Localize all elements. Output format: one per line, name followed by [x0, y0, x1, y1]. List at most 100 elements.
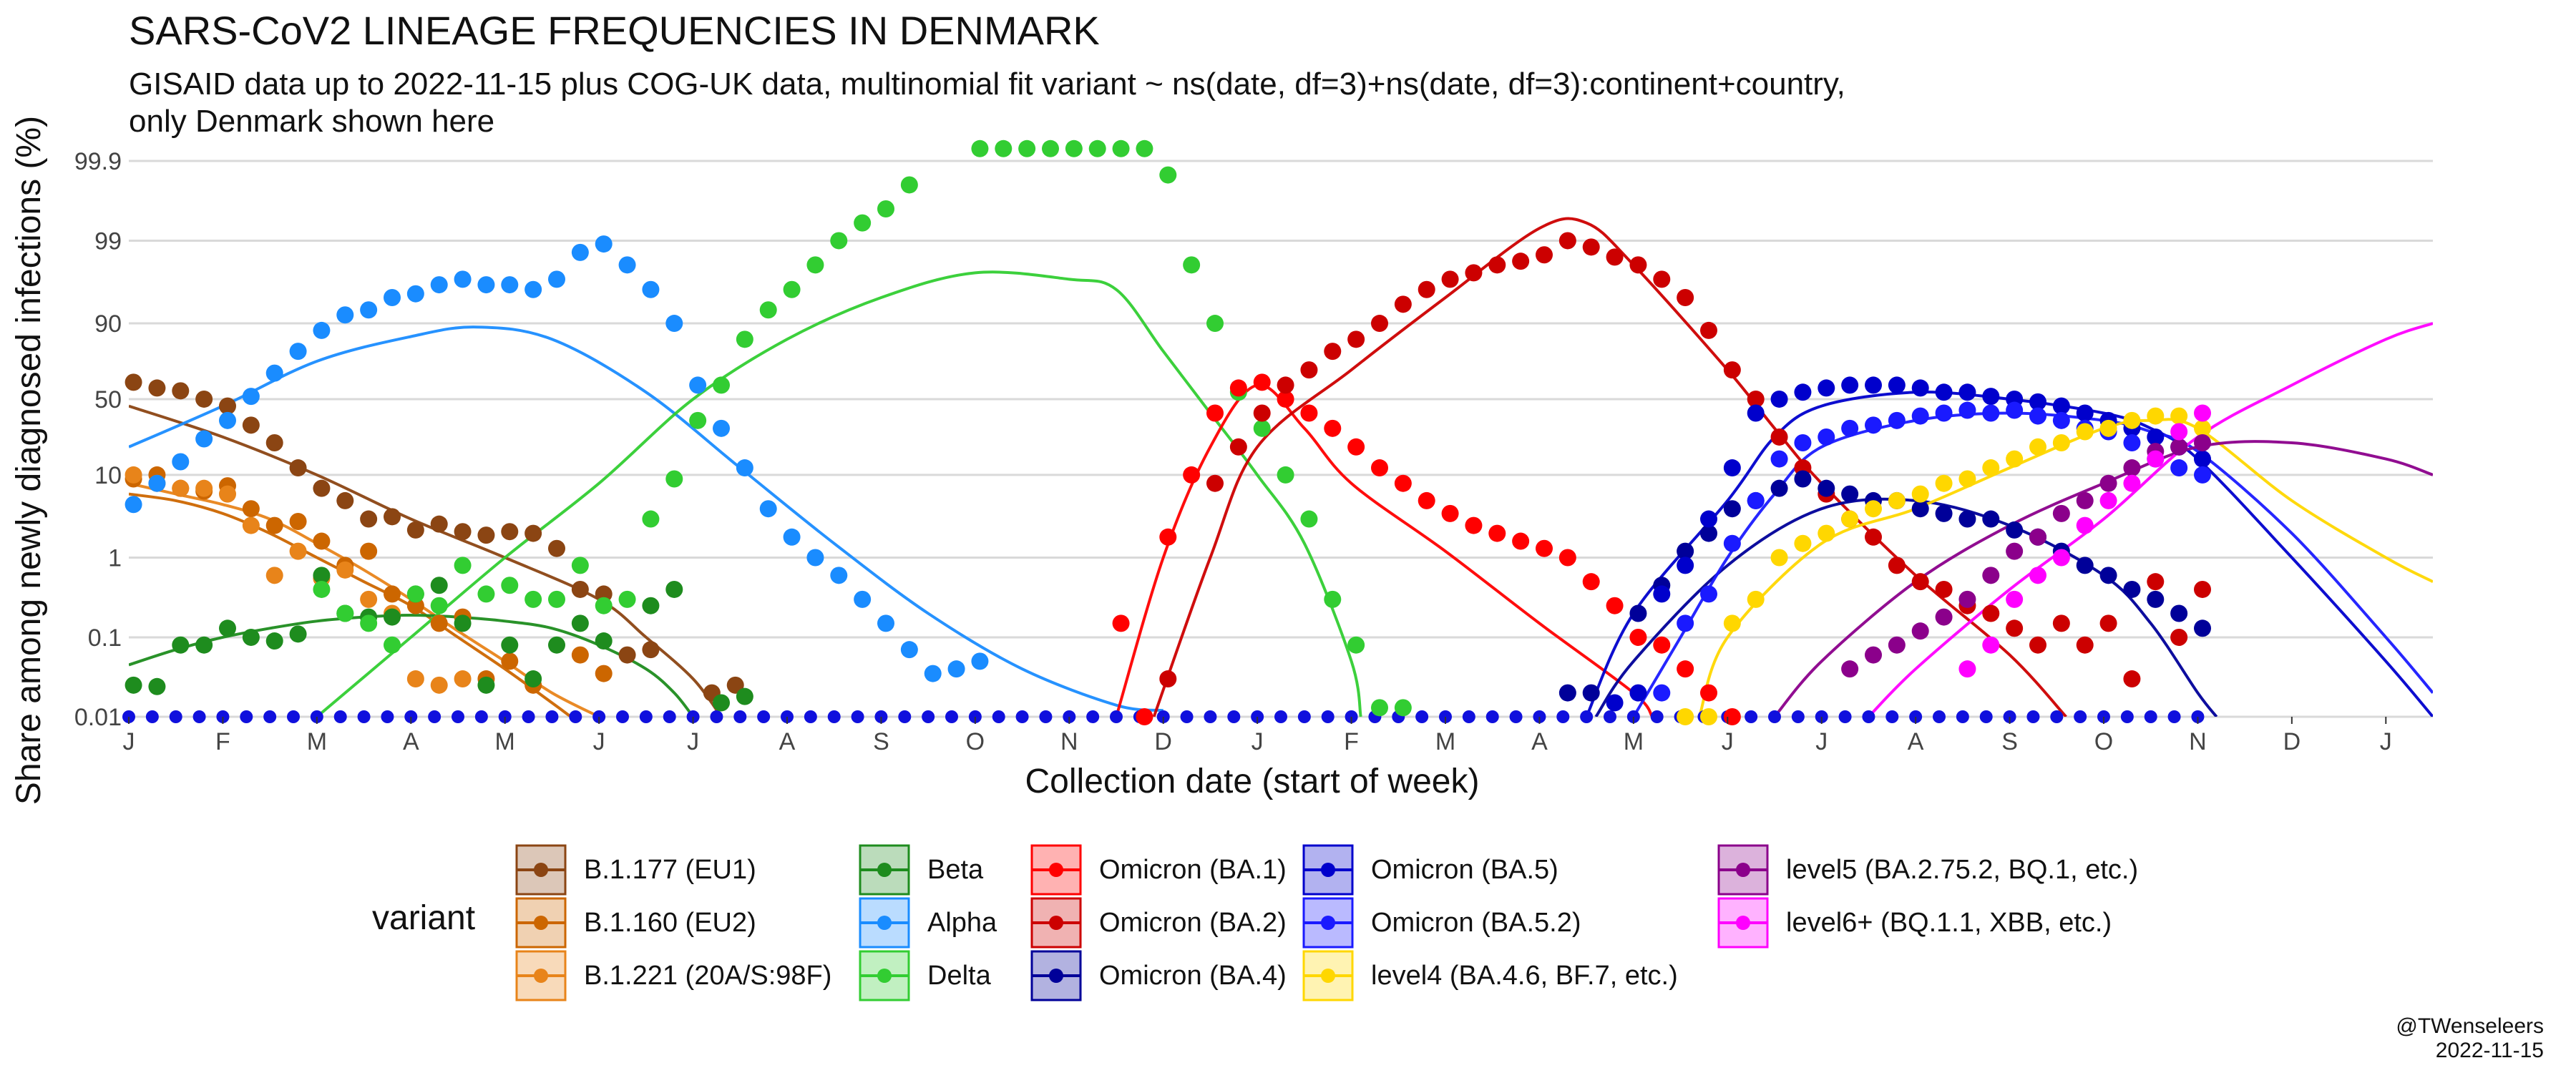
baseline-dot	[381, 710, 394, 723]
data-point	[336, 561, 354, 579]
baseline-dot	[1791, 710, 1805, 723]
baseline-dot	[1556, 710, 1570, 723]
data-point	[242, 416, 260, 434]
data-point	[1770, 450, 1788, 468]
legend-item: B.1.177 (EU1)	[515, 844, 756, 896]
data-point	[1677, 708, 1694, 725]
data-point	[1300, 404, 1318, 422]
data-point	[1488, 256, 1506, 274]
data-point	[1747, 390, 1765, 408]
data-point	[713, 376, 730, 394]
data-point	[1841, 660, 1859, 678]
data-point	[2170, 459, 2188, 477]
data-point	[1558, 549, 1576, 567]
data-point	[125, 373, 142, 391]
legend-item: Omicron (BA.5)	[1302, 844, 1558, 896]
legend-label: Beta	[927, 854, 984, 885]
data-point	[477, 276, 495, 294]
data-point	[2052, 397, 2070, 415]
data-point	[148, 474, 166, 492]
data-point	[195, 390, 213, 408]
data-point	[454, 557, 472, 574]
data-point	[2147, 590, 2165, 608]
legend-title: variant	[372, 899, 476, 937]
data-point	[384, 608, 401, 626]
x-axis-label: Collection date (start of week)	[1025, 763, 1480, 800]
baseline-dot	[733, 710, 747, 723]
data-point	[689, 376, 707, 394]
data-point	[313, 567, 331, 584]
data-point	[1911, 622, 1929, 640]
data-point	[406, 585, 424, 603]
data-point	[360, 510, 378, 528]
data-point	[1677, 289, 1694, 307]
data-point	[571, 580, 589, 598]
data-point	[1982, 388, 2000, 406]
baseline-dot	[569, 710, 582, 723]
data-point	[1770, 390, 1788, 408]
data-point	[830, 232, 848, 250]
data-point	[1841, 376, 1859, 394]
data-point	[1206, 404, 1224, 422]
data-point	[2076, 423, 2094, 441]
legend-item: Omicron (BA.2)	[1030, 897, 1287, 949]
data-point	[1865, 416, 1882, 434]
legend-label: B.1.221 (20A/S:98F)	[584, 960, 832, 991]
data-point	[2076, 636, 2094, 654]
data-point	[148, 677, 166, 695]
data-point	[1818, 524, 1835, 542]
data-point	[1371, 459, 1388, 477]
data-point	[195, 430, 213, 448]
baseline-dot	[1462, 710, 1475, 723]
data-point	[1324, 590, 1342, 608]
data-point	[289, 343, 307, 361]
data-point	[548, 539, 565, 557]
fit-line-12	[1773, 440, 2433, 717]
legend-item: Omicron (BA.4)	[1030, 950, 1287, 1001]
data-point	[1723, 500, 1741, 518]
data-point	[1958, 660, 1976, 678]
data-point	[384, 585, 401, 603]
fit-line-13	[1867, 322, 2433, 717]
data-point	[1958, 470, 1976, 488]
data-point	[313, 321, 331, 339]
data-point	[2052, 614, 2070, 632]
data-point	[1700, 684, 1717, 702]
data-point	[313, 479, 331, 497]
data-point	[1935, 383, 1953, 401]
baseline-dot	[851, 710, 864, 723]
baseline-dot	[169, 710, 182, 723]
legend-item: Omicron (BA.1)	[1030, 844, 1287, 896]
x-tick-label: S	[873, 728, 889, 755]
data-point	[2123, 474, 2141, 492]
baseline-dot	[357, 710, 371, 723]
data-point	[1958, 590, 1976, 608]
data-point	[900, 641, 918, 659]
x-tick-label: A	[779, 728, 796, 755]
x-tick-label: S	[2001, 728, 2018, 755]
data-point	[384, 289, 401, 307]
data-point	[1794, 383, 1812, 401]
x-tick-label: O	[2094, 728, 2113, 755]
data-point	[1065, 139, 1083, 157]
data-point	[1700, 524, 1717, 542]
data-point	[736, 459, 753, 477]
axis-layer: 0.01 0.1 1 10 50 90 99 99.9 J F M A M J J A S O N D J F M A M J J A…	[10, 116, 2392, 805]
data-point	[1347, 330, 1365, 348]
data-point	[726, 676, 744, 694]
data-point	[1888, 557, 1906, 574]
baseline-dot	[616, 710, 629, 723]
y-tick-label: 0.1	[88, 624, 122, 652]
data-point	[2170, 423, 2188, 441]
data-point	[2052, 549, 2070, 567]
data-point	[430, 597, 448, 614]
x-tick-label: A	[403, 728, 419, 755]
fit-line-8	[1594, 497, 2218, 717]
data-point	[854, 590, 872, 608]
data-point	[454, 523, 472, 541]
data-point	[2029, 636, 2046, 654]
data-point	[219, 397, 236, 415]
legend-key	[1030, 950, 1082, 1001]
data-point	[618, 646, 636, 664]
baseline-dot	[710, 710, 723, 723]
